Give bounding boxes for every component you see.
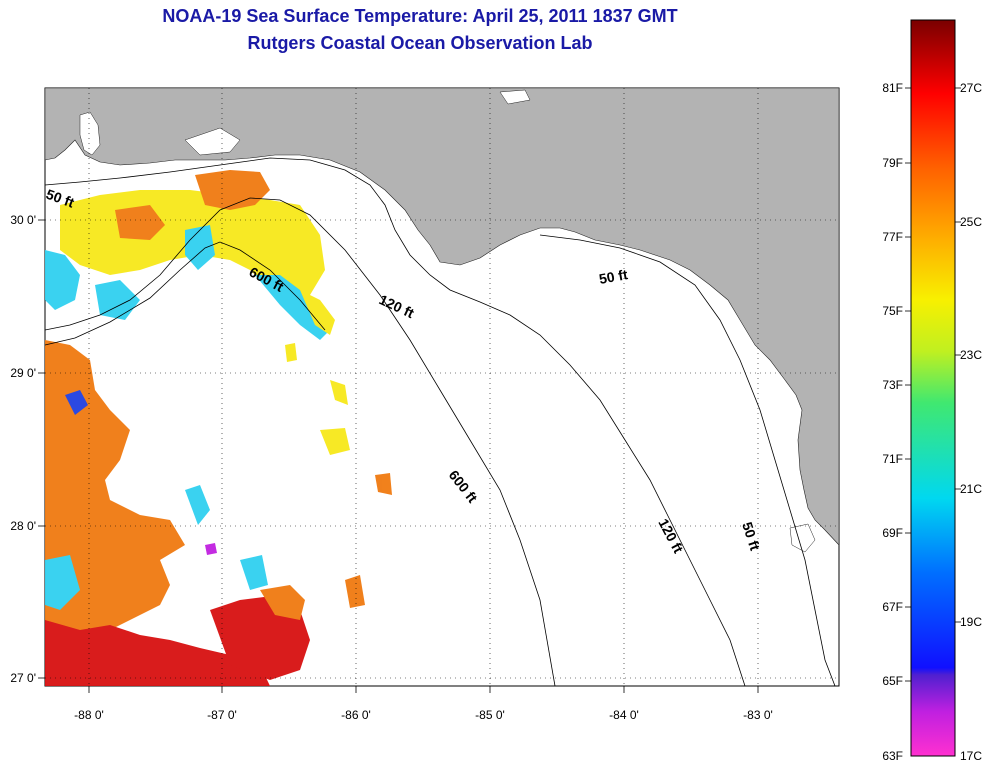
lon-tick-label: -88 0' <box>74 708 104 722</box>
colorbar-f-label: 69F <box>882 526 903 540</box>
colorbar-f-label: 81F <box>882 81 903 95</box>
colorbar-f-label: 67F <box>882 600 903 614</box>
colorbar-f-label: 79F <box>882 156 903 170</box>
colorbar-c-label: 21C <box>960 482 982 496</box>
lon-tick-label: -87 0' <box>207 708 237 722</box>
lat-tick-label: 30 0' <box>10 213 36 227</box>
colorbar-c-label: 25C <box>960 215 982 229</box>
colorbar-f-label: 71F <box>882 452 903 466</box>
colorbar-f-label: 77F <box>882 230 903 244</box>
chart-title: NOAA-19 Sea Surface Temperature: April 2… <box>162 6 678 26</box>
colorbar <box>910 19 956 757</box>
colorbar-f-label: 63F <box>882 749 903 763</box>
land-mass <box>45 88 839 546</box>
lat-tick-label: 28 0' <box>10 519 36 533</box>
lat-tick-label: 27 0' <box>10 671 36 685</box>
lon-tick-label: -84 0' <box>609 708 639 722</box>
colorbar-f-label: 73F <box>882 378 903 392</box>
colorbar-f-label: 65F <box>882 674 903 688</box>
sst-data <box>45 170 392 686</box>
frame-ticks <box>38 219 759 693</box>
colorbar-ticks <box>905 87 961 682</box>
lat-tick-label: 29 0' <box>10 366 36 380</box>
colorbar-c-label: 19C <box>960 615 982 629</box>
contour-label-50-east: 50 ft <box>598 266 629 287</box>
colorbar-c-label: 27C <box>960 81 982 95</box>
colorbar-c-label: 23C <box>960 348 982 362</box>
chart-subtitle: Rutgers Coastal Ocean Observation Lab <box>247 33 593 53</box>
lon-tick-label: -83 0' <box>743 708 773 722</box>
lon-tick-label: -85 0' <box>475 708 505 722</box>
colorbar-f-label: 75F <box>882 304 903 318</box>
colorbar-c-label: 17C <box>960 749 982 763</box>
depth-contours <box>45 157 836 686</box>
lon-tick-label: -86 0' <box>341 708 371 722</box>
